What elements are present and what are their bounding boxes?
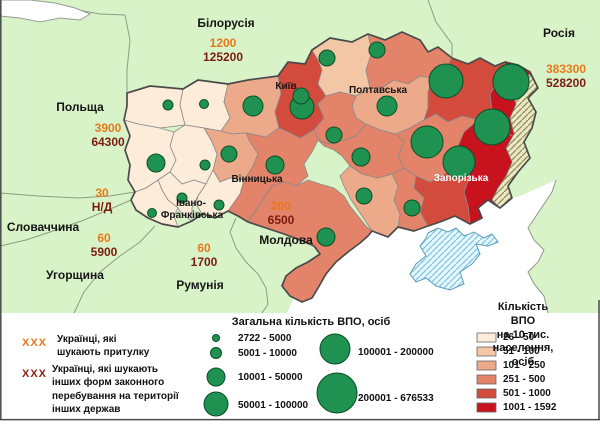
country-label-4: Угорщина [46, 268, 104, 282]
water-body-northwest [0, 0, 92, 23]
idp-circle-ternopil [199, 159, 211, 171]
color-legend-swatch-3 [476, 374, 497, 385]
idp-circle-poltava [376, 95, 398, 117]
flow-other-forms-3: Н/Д [91, 199, 113, 214]
idp-circle-vinnytsia [265, 155, 285, 175]
color-legend-label-2: 101 - 250 [503, 360, 546, 371]
region-label-2: Вінницька [231, 174, 283, 185]
region-chernivtsi [195, 169, 245, 219]
region-label-4: Франківська [160, 210, 224, 221]
idp-circle-khmelnytskyi [220, 145, 238, 163]
flow-other-forms-0: 125200 [202, 49, 244, 64]
idp-circle-cherkasy [325, 126, 343, 144]
country-label-2: Польща [56, 100, 104, 114]
outflow-x-marker-1: XXX [22, 368, 48, 380]
region-label-0: Київ [275, 81, 297, 92]
color-legend-swatch-1 [476, 346, 497, 357]
crimea-area [409, 227, 499, 291]
russia-coastline [527, 179, 557, 314]
country-label-6: Молдова [259, 233, 313, 247]
color-legend-swatch-5 [476, 402, 497, 413]
size-legend-circle-2 [206, 367, 226, 387]
idp-circle-dnipro [410, 125, 444, 159]
idp-circle-lviv [146, 153, 166, 173]
size-legend-label-3: 50001 - 100000 [238, 400, 309, 411]
size-legend-label-0: 2722 - 5000 [238, 333, 292, 344]
idp-circle-sumy [368, 41, 386, 59]
size-legend-circle-4 [319, 333, 351, 365]
size-legend-label-4: 100001 - 200000 [358, 347, 434, 358]
color-legend-label-3: 251 - 500 [503, 374, 546, 385]
color-legend-swatch-2 [476, 360, 497, 371]
flow-other-forms-4: 5900 [90, 244, 118, 259]
flow-other-forms-1: 528200 [545, 75, 587, 90]
color-legend-label-5: 1001 - 1592 [503, 402, 557, 413]
idp-circle-kherson [403, 199, 421, 217]
size-legend-label-2: 10001 - 50000 [238, 372, 303, 383]
color-legend-label-4: 501 - 1000 [503, 388, 551, 399]
size-legend-circle-5 [316, 372, 358, 414]
size-legend-title: Загальна кількість ВПО, осіб [231, 316, 391, 328]
idp-circle-zaporizhzhia [442, 145, 476, 179]
size-legend-label-5: 200001 - 676533 [358, 393, 434, 404]
color-legend-label-0: 26 - 50 [503, 332, 535, 343]
foreign-border-line-4 [0, 199, 132, 247]
idp-circle-chernivtsi [213, 199, 225, 211]
flow-asylum-1: 383300 [545, 62, 587, 76]
idp-circle-kyiv-city [292, 87, 310, 105]
color-legend-title: Кількість ВПО на 10 тис. населення, осіб [492, 301, 554, 368]
color-legend-label-1: 51 - 100 [503, 346, 540, 357]
color-legend-swatch-4 [476, 388, 497, 399]
ukraine-outline [123, 31, 539, 303]
idp-circle-donetsk [473, 108, 511, 146]
flow-asylum-0: 1200 [209, 36, 237, 50]
outflow-label-1: Українці, які шукають інших форм законно… [52, 364, 179, 415]
size-legend-label-1: 5001 - 10000 [238, 348, 297, 359]
foreign-border-line-5 [73, 225, 156, 314]
foreign-border-line-2 [427, 0, 453, 58]
idp-circle-luhansk [492, 63, 530, 101]
idp-circle-ivano-frankivsk [176, 192, 188, 204]
flow-other-forms-5: 1700 [190, 254, 218, 269]
idp-circle-zakarpattia [147, 208, 157, 218]
foreign-border-line-1 [124, 14, 131, 93]
size-legend-circle-1 [210, 347, 222, 359]
outflow-x-marker-0: XXX [22, 337, 48, 349]
region-volyn [123, 85, 186, 129]
outflow-label-0: Українці, які шукають притулку [57, 334, 150, 359]
foreign-border-line-6 [229, 217, 269, 314]
country-label-3: Словаччина [6, 220, 80, 234]
country-label-5: Румунія [176, 278, 224, 292]
idp-circle-kirovohrad [351, 147, 371, 167]
flow-asylum-6: 200 [270, 199, 292, 213]
flow-asylum-3: 30 [95, 186, 109, 200]
color-legend-swatch-0 [476, 332, 497, 343]
idp-circle-odesa [316, 227, 336, 247]
flow-asylum-2: 3900 [94, 121, 122, 135]
foreign-border-line-3 [0, 191, 136, 199]
flow-asylum-5: 60 [197, 241, 211, 255]
idp-circle-mykolaiv [355, 187, 373, 205]
region-label-1: Полтавська [348, 85, 408, 96]
idp-circle-zhytomyr [242, 95, 264, 117]
idp-circle-kharkiv [428, 63, 464, 99]
size-legend-circle-0 [212, 334, 220, 342]
idp-circle-volyn [162, 99, 174, 111]
country-label-0: Білорусія [197, 16, 255, 30]
idp-circle-chernihiv [318, 49, 336, 67]
flow-asylum-4: 60 [97, 231, 111, 245]
region-label-3: Івано- [176, 198, 206, 209]
idp-circle-rivne [199, 99, 209, 109]
flow-other-forms-2: 64300 [91, 134, 125, 149]
size-legend-circle-3 [203, 391, 229, 417]
region-label-5: Запорізька [433, 173, 489, 184]
flow-other-forms-6: 6500 [267, 212, 295, 227]
country-label-1: Росія [543, 26, 575, 40]
